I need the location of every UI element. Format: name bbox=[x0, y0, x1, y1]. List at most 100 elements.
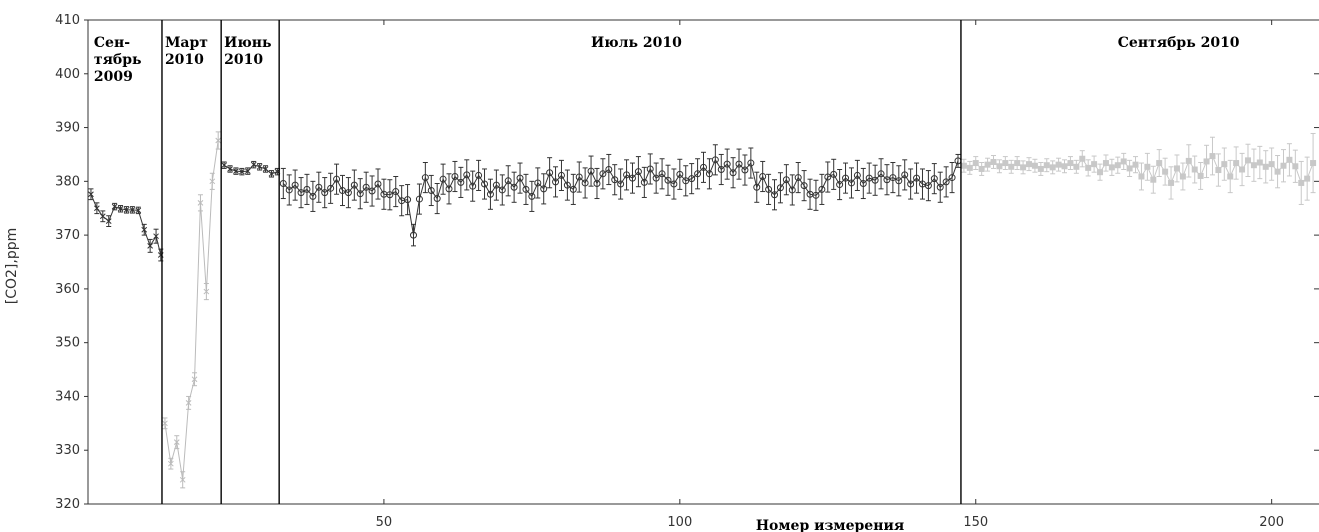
data-point bbox=[1126, 165, 1133, 172]
data-point bbox=[141, 226, 148, 233]
data-point bbox=[1274, 168, 1281, 175]
error-bar bbox=[499, 174, 505, 206]
data-point bbox=[729, 169, 737, 177]
data-point bbox=[374, 180, 382, 188]
x-tick-label: 200 bbox=[1259, 515, 1284, 530]
data-point bbox=[1292, 163, 1299, 170]
error-bar bbox=[896, 165, 902, 197]
error-bar bbox=[541, 173, 547, 205]
axes: 320 330 340 350 360 370 380 390 400 410 50 100 150 20… bbox=[55, 13, 1319, 530]
data-point bbox=[516, 174, 524, 182]
data-point bbox=[1002, 160, 1009, 167]
x-axis-title: Номер измерения bbox=[756, 518, 904, 532]
data-point bbox=[99, 213, 106, 220]
error-bar bbox=[553, 166, 559, 198]
error-bar bbox=[375, 168, 381, 200]
data-point bbox=[203, 288, 210, 295]
error-bar bbox=[482, 168, 488, 200]
data-point bbox=[842, 174, 850, 182]
data-point bbox=[895, 177, 903, 185]
data-point bbox=[486, 190, 494, 198]
error-bar bbox=[618, 168, 624, 200]
data-point bbox=[575, 173, 583, 181]
data-point bbox=[427, 186, 435, 194]
period-label-line: Июнь bbox=[224, 35, 271, 51]
period-label: Июль 2010 bbox=[591, 35, 682, 51]
data-point bbox=[285, 186, 293, 194]
data-point bbox=[966, 164, 973, 171]
data-point bbox=[250, 161, 257, 168]
period-label-line: тябрь bbox=[94, 52, 142, 68]
y-tick-label: 380 bbox=[55, 174, 80, 189]
data-point bbox=[1268, 161, 1275, 168]
data-point bbox=[350, 181, 358, 189]
data-point bbox=[652, 174, 660, 182]
error-bar bbox=[695, 158, 701, 190]
data-point bbox=[623, 171, 631, 179]
data-point bbox=[552, 178, 560, 186]
error-bar bbox=[564, 169, 570, 201]
data-point bbox=[321, 189, 329, 197]
error-bar bbox=[772, 179, 778, 211]
data-point bbox=[546, 169, 554, 177]
error-bar bbox=[470, 170, 476, 202]
data-point bbox=[664, 176, 672, 184]
error-bar bbox=[706, 158, 712, 190]
data-point bbox=[362, 183, 370, 191]
data-point bbox=[1227, 173, 1234, 180]
y-tick-label: 390 bbox=[55, 121, 80, 136]
error-bar bbox=[665, 164, 671, 196]
y-tick-label: 400 bbox=[55, 67, 80, 82]
data-point bbox=[147, 243, 153, 249]
data-point bbox=[836, 181, 844, 189]
data-point bbox=[1191, 166, 1198, 173]
error-bar bbox=[322, 177, 328, 209]
error-bar bbox=[600, 158, 606, 190]
data-point bbox=[1197, 172, 1204, 179]
data-point bbox=[439, 175, 447, 183]
error-bar bbox=[689, 163, 695, 195]
data-point bbox=[1185, 157, 1192, 164]
data-point bbox=[197, 199, 204, 206]
error-bar bbox=[399, 185, 405, 217]
data-point bbox=[936, 183, 944, 191]
error-bar bbox=[298, 177, 304, 209]
data-point bbox=[481, 180, 489, 188]
data-point bbox=[640, 178, 648, 186]
data-point bbox=[1043, 162, 1050, 169]
error-bar bbox=[446, 173, 452, 205]
error-bar bbox=[428, 174, 434, 207]
x-tick-label: 150 bbox=[963, 515, 988, 530]
data-point bbox=[984, 161, 991, 168]
data-point bbox=[94, 205, 100, 212]
data-point bbox=[510, 183, 518, 191]
data-point bbox=[227, 166, 233, 172]
data-point bbox=[1304, 175, 1311, 182]
data-point bbox=[404, 196, 412, 204]
x-tick-label: 100 bbox=[667, 515, 692, 530]
data-point bbox=[88, 191, 94, 198]
data-point bbox=[611, 176, 619, 184]
data-point bbox=[475, 171, 483, 179]
error-bar bbox=[801, 170, 807, 202]
period-label: Сентябрь 2010 bbox=[1118, 35, 1240, 51]
data-point bbox=[168, 460, 174, 467]
error-bar bbox=[505, 165, 511, 197]
data-point bbox=[209, 178, 216, 185]
data-point bbox=[1055, 161, 1062, 168]
error-bar bbox=[345, 177, 351, 209]
error-bar bbox=[677, 158, 683, 190]
data-point bbox=[1120, 158, 1127, 165]
data-point bbox=[1020, 164, 1027, 171]
data-point bbox=[871, 176, 879, 184]
data-point bbox=[185, 400, 192, 406]
error-bar bbox=[452, 160, 458, 193]
error-bar bbox=[890, 162, 896, 194]
data-point bbox=[924, 182, 932, 190]
data-point bbox=[605, 166, 613, 174]
error-bar bbox=[440, 163, 446, 195]
period-label-line: 2010 bbox=[224, 52, 263, 68]
data-point bbox=[457, 178, 465, 186]
data-point bbox=[262, 166, 269, 172]
